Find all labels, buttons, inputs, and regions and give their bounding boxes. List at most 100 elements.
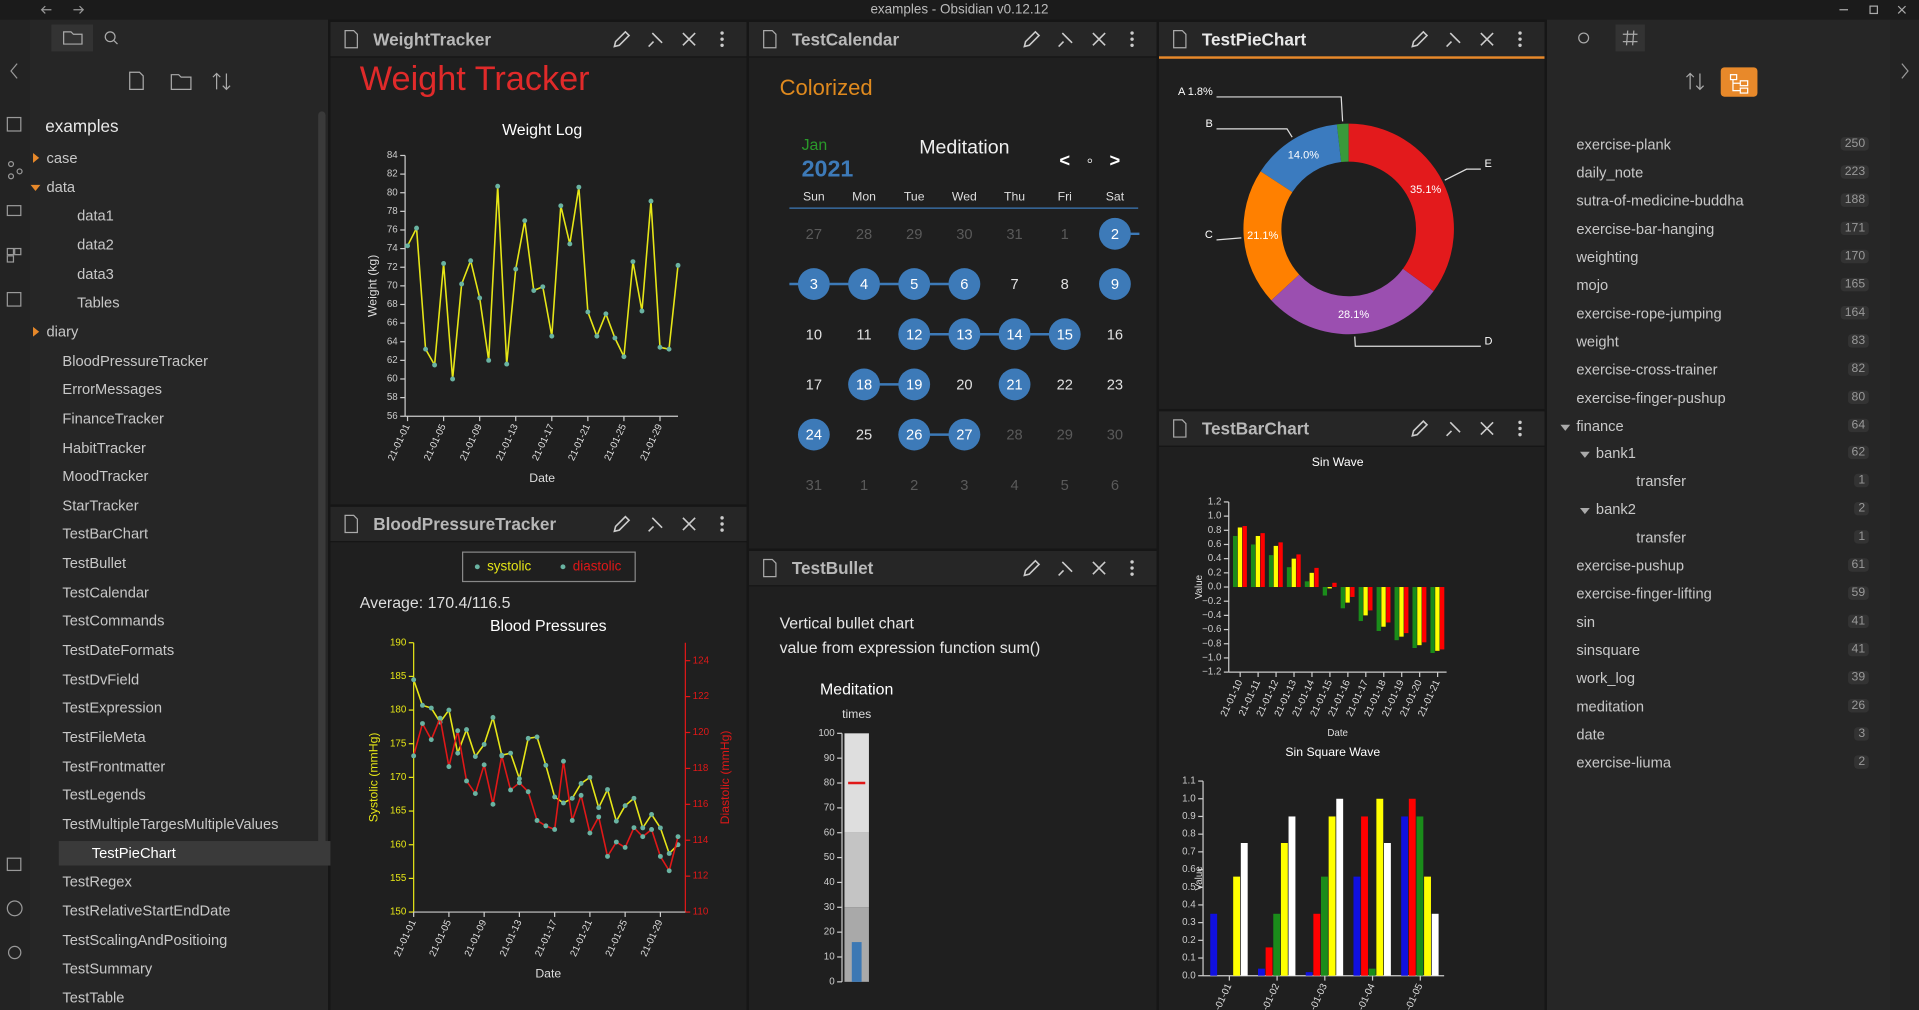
- tag-count: 59: [1847, 586, 1869, 601]
- window-controls[interactable]: [1830, 4, 1916, 16]
- tag-name[interactable]: finance: [1576, 416, 1624, 434]
- tab-title[interactable]: TestBullet: [791, 558, 874, 578]
- tag-count: 41: [1847, 614, 1869, 629]
- tag-count: 1: [1854, 530, 1869, 544]
- pane-actions[interactable]: [1022, 29, 1144, 49]
- file-item[interactable]: TestScalingAndPositioing: [62, 931, 228, 949]
- tag-count: 164: [1841, 305, 1869, 320]
- file-item[interactable]: data3: [77, 265, 114, 283]
- file-item[interactable]: MoodTracker: [62, 467, 149, 485]
- file-explorer: examples case data data1 data2 data3 Tables di…: [29, 19, 348, 1010]
- file-item[interactable]: TestDvField: [62, 670, 140, 688]
- file-item[interactable]: TestRegex: [62, 873, 132, 891]
- file-item[interactable]: BloodPressureTracker: [62, 352, 208, 370]
- tag-name[interactable]: daily_note: [1576, 163, 1644, 182]
- title-bar: examples - Obsidian v0.12.12: [0, 0, 1919, 20]
- tag-name[interactable]: meditation: [1576, 697, 1645, 715]
- tag-name[interactable]: weight: [1576, 332, 1619, 350]
- tab-title[interactable]: WeightTracker: [373, 29, 492, 49]
- file-item[interactable]: TestMultipleTargesMultipleValues: [62, 815, 279, 833]
- file-item[interactable]: TestRelativeStartEndDate: [62, 902, 231, 920]
- tag-name[interactable]: bank2: [1595, 501, 1636, 519]
- file-item[interactable]: FinanceTracker: [62, 409, 164, 428]
- file-item[interactable]: TestPieChart: [58, 840, 348, 866]
- ribbon-icons[interactable]: [0, 20, 29, 1010]
- explorer-toolbar[interactable]: [29, 20, 328, 93]
- file-item[interactable]: TestBullet: [62, 554, 127, 572]
- pane-actions[interactable]: [612, 514, 734, 534]
- file-item[interactable]: TestExpression: [62, 699, 163, 717]
- tag-name[interactable]: exercise-rope-jumping: [1576, 304, 1722, 322]
- tag-arrow[interactable]: [1579, 505, 1591, 517]
- tag-name[interactable]: exercise-bar-hanging: [1576, 220, 1715, 238]
- tag-count: 3: [1854, 727, 1869, 741]
- vault-name[interactable]: examples: [45, 116, 119, 136]
- file-item[interactable]: HabitTracker: [62, 438, 146, 457]
- folder-arrow[interactable]: [29, 326, 41, 338]
- tab-title[interactable]: BloodPressureTracker: [373, 514, 557, 534]
- file-item[interactable]: TestLegends: [62, 786, 146, 804]
- tag-name[interactable]: exercise-pushup: [1576, 557, 1685, 575]
- pane: WeightTracker: [330, 22, 747, 505]
- file-item[interactable]: TestSummary: [62, 960, 153, 978]
- collapse-icon[interactable]: [1891, 20, 1919, 93]
- file-item[interactable]: StarTracker: [62, 496, 139, 514]
- tag-count: 2: [1854, 755, 1869, 769]
- tag-name[interactable]: sutra-of-medicine-buddha: [1576, 192, 1744, 210]
- file-item[interactable]: diary: [46, 323, 79, 341]
- file-item[interactable]: TestDateFormats: [62, 641, 175, 659]
- pane-actions[interactable]: [612, 29, 734, 49]
- file-item[interactable]: Tables: [77, 294, 120, 312]
- tag-name[interactable]: exercise-plank: [1576, 135, 1672, 154]
- file-item[interactable]: data1: [77, 207, 114, 225]
- folder-arrow[interactable]: [29, 152, 41, 164]
- tag-name[interactable]: exercise-cross-trainer: [1576, 360, 1718, 378]
- tab-title[interactable]: TestBarChart: [1201, 418, 1310, 439]
- tag-arrow[interactable]: [1579, 449, 1591, 461]
- file-item[interactable]: TestFileMeta: [62, 728, 146, 746]
- nav-arrows[interactable]: [37, 4, 92, 16]
- pane-actions[interactable]: [1410, 29, 1532, 49]
- tag-count: 62: [1847, 446, 1869, 460]
- tag-name[interactable]: transfer: [1636, 529, 1687, 547]
- tab-title[interactable]: TestPieChart: [1201, 29, 1307, 49]
- tag-name[interactable]: sinsquare: [1576, 641, 1640, 659]
- file-item[interactable]: TestBarChart: [62, 525, 149, 543]
- tag-count: 250: [1841, 137, 1869, 151]
- tag-count: 188: [1841, 193, 1869, 207]
- tag-name[interactable]: exercise-liuma: [1576, 753, 1671, 772]
- tag-arrow[interactable]: [1559, 421, 1571, 433]
- left-ribbon: [0, 19, 30, 1010]
- tag-name[interactable]: bank1: [1595, 444, 1636, 463]
- doc-icon: [344, 514, 358, 534]
- tag-name[interactable]: exercise-finger-lifting: [1576, 585, 1712, 603]
- file-item[interactable]: TestCommands: [62, 612, 165, 630]
- tag-count: 64: [1847, 418, 1869, 432]
- file-item[interactable]: case: [46, 149, 78, 167]
- tab-title[interactable]: TestCalendar: [791, 29, 900, 49]
- pane-actions[interactable]: [1410, 419, 1532, 439]
- file-item[interactable]: ErrorMessages: [62, 380, 162, 399]
- pane-actions[interactable]: [1022, 558, 1144, 578]
- pane: TestBullet: [748, 550, 1157, 1010]
- doc-icon: [763, 29, 777, 49]
- tag-name[interactable]: work_log: [1576, 669, 1636, 687]
- doc-icon: [1173, 29, 1187, 49]
- tag-toolbar[interactable]: [1547, 20, 1891, 106]
- file-item[interactable]: data: [46, 178, 76, 196]
- pane: TestBarChart: [1158, 411, 1545, 1010]
- tag-name[interactable]: exercise-finger-pushup: [1576, 388, 1726, 406]
- tag-name[interactable]: transfer: [1636, 473, 1687, 491]
- folder-arrow[interactable]: [29, 181, 41, 193]
- file-item[interactable]: data2: [77, 236, 114, 254]
- tag-name[interactable]: mojo: [1576, 276, 1609, 294]
- file-item[interactable]: TestFrontmatter: [62, 757, 166, 775]
- pane: TestCalendar: [748, 22, 1157, 549]
- pane: BloodPressureTracker: [330, 506, 747, 1010]
- file-item[interactable]: TestCalendar: [62, 583, 149, 601]
- tag-name[interactable]: weighting: [1576, 248, 1639, 266]
- tag-name[interactable]: sin: [1576, 613, 1596, 631]
- file-item[interactable]: TestTable: [62, 988, 125, 1007]
- tag-name[interactable]: date: [1576, 725, 1605, 744]
